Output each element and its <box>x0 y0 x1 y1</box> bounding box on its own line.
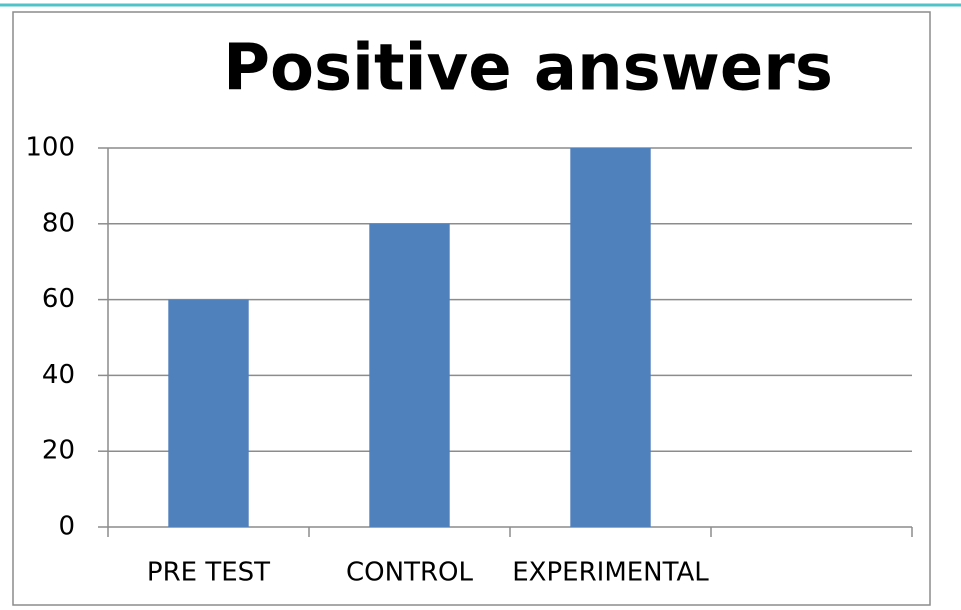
x-tick-label: EXPERIMENTAL <box>512 558 709 588</box>
x-tick-label: PRE TEST <box>147 558 270 588</box>
bar <box>369 223 450 528</box>
chart-frame <box>12 11 931 606</box>
bar <box>570 148 651 527</box>
y-tick-label: 60 <box>42 284 75 314</box>
y-tick-label: 40 <box>42 360 75 390</box>
y-tick-label: 100 <box>25 133 75 163</box>
y-tick-label: 20 <box>42 436 75 466</box>
y-tick-label: 80 <box>42 208 75 238</box>
x-tick-label: CONTROL <box>346 558 473 588</box>
bar <box>168 299 249 527</box>
chart-title: Positive answers <box>223 32 833 106</box>
y-tick-label: 0 <box>58 512 75 542</box>
